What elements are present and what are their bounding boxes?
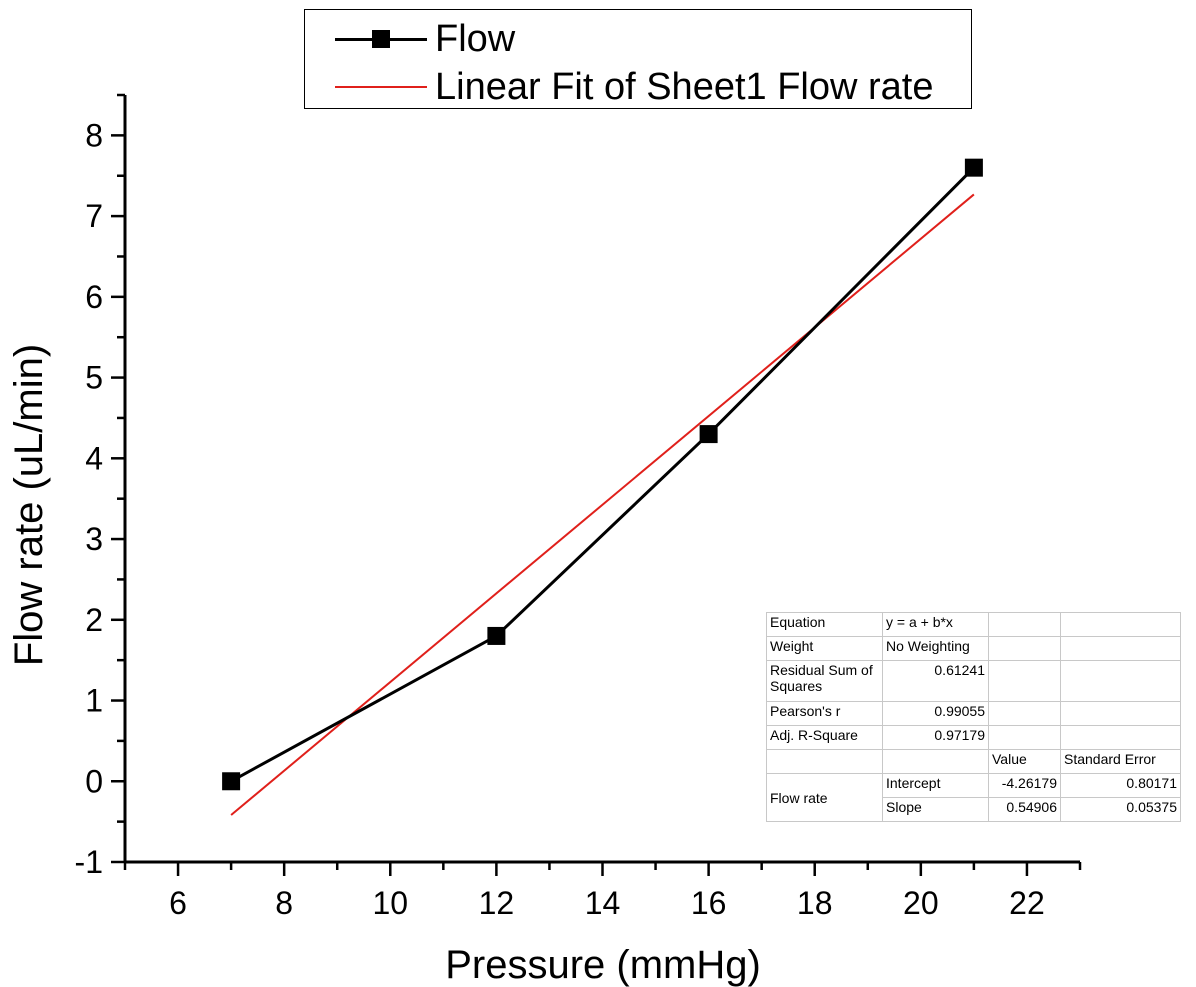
- table-cell: [988, 612, 1061, 637]
- table-cell: 0.54906: [988, 797, 1061, 822]
- y-tick-label: 5: [85, 360, 103, 396]
- x-tick-label: 20: [903, 885, 939, 921]
- table-cell: Adj. R-Square: [766, 725, 883, 750]
- y-tick-label: 0: [85, 763, 103, 799]
- legend: Flow Linear Fit of Sheet1 Flow rate: [304, 9, 972, 109]
- table-cell: Weight: [766, 636, 883, 661]
- table-cell: [766, 749, 883, 774]
- table-cell: [988, 660, 1061, 702]
- table-cell: Standard Error: [1060, 749, 1181, 774]
- table-cell: No Weighting: [882, 636, 989, 661]
- table-cell: Residual Sum of Squares: [766, 660, 883, 702]
- fit-line: [230, 193, 975, 816]
- x-tick-label: 12: [479, 885, 515, 921]
- table-cell: [1060, 701, 1181, 726]
- table-row: Value Standard Error: [766, 749, 1181, 774]
- table-cell: y = a + b*x: [882, 612, 989, 637]
- y-tick-label: 1: [85, 683, 103, 719]
- table-cell: [988, 701, 1061, 726]
- table-row: Equation y = a + b*x: [766, 612, 1181, 637]
- table-row: Adj. R-Square 0.97179: [766, 725, 1181, 750]
- table-cell: [1060, 725, 1181, 750]
- table-cell: Flow rate: [766, 773, 883, 822]
- x-tick-label: 22: [1009, 885, 1045, 921]
- table-cell: [1060, 636, 1181, 661]
- table-row: Residual Sum of Squares 0.61241: [766, 660, 1181, 702]
- flow-data-point: [487, 626, 506, 645]
- table-row: Flow rate Intercept -4.26179 0.80171: [766, 773, 1181, 822]
- x-tick-label: 6: [169, 885, 187, 921]
- table-row: Slope 0.54906 0.05375: [767, 797, 1181, 822]
- legend-label-flow: Flow: [435, 17, 516, 60]
- table-row: Pearson's r 0.99055: [766, 701, 1181, 726]
- fit-statistics-table: Equation y = a + b*x Weight No Weighting…: [766, 612, 1181, 822]
- legend-item-linear-fit: Linear Fit of Sheet1 Flow rate: [305, 64, 933, 110]
- y-axis-label: Flow rate (uL/min): [7, 344, 51, 666]
- table-cell: 0.80171: [1060, 773, 1181, 798]
- table-cell: [1060, 660, 1181, 702]
- table-row: Weight No Weighting: [766, 636, 1181, 661]
- y-tick-label: -1: [75, 844, 103, 880]
- table-cell: Pearson's r: [766, 701, 883, 726]
- series-layer: [222, 158, 983, 816]
- legend-label-linear-fit: Linear Fit of Sheet1 Flow rate: [435, 65, 934, 108]
- legend-item-flow: Flow: [305, 16, 515, 62]
- y-tick-label: 4: [85, 440, 103, 476]
- y-tick-label: 3: [85, 521, 103, 557]
- table-cell: Slope: [882, 797, 989, 822]
- x-tick-label: 10: [372, 885, 408, 921]
- table-cell: 0.97179: [882, 725, 989, 750]
- table-cell: Value: [988, 749, 1061, 774]
- table-cell: 0.61241: [882, 660, 989, 702]
- x-tick-label: 8: [275, 885, 293, 921]
- y-tick-label: 7: [85, 198, 103, 234]
- table-cell: [1060, 612, 1181, 637]
- x-tick-label: 14: [585, 885, 621, 921]
- table-cell: Equation: [766, 612, 883, 637]
- flow-data-point: [222, 772, 241, 791]
- y-tick-label: 6: [85, 279, 103, 315]
- table-cell: [988, 636, 1061, 661]
- x-tick-label: 18: [797, 885, 833, 921]
- x-axis-label: Pressure (mmHg): [445, 943, 761, 987]
- table-cell: -4.26179: [988, 773, 1061, 798]
- y-tick-label: 2: [85, 602, 103, 638]
- flow-series-line: [230, 166, 975, 783]
- y-tick-label: 8: [85, 117, 103, 153]
- legend-swatch-linear-fit: [335, 64, 427, 110]
- table-cell: 0.05375: [1060, 797, 1181, 822]
- flow-data-point: [699, 425, 718, 444]
- table-cell: Intercept: [882, 773, 989, 798]
- table-cell: 0.99055: [882, 701, 989, 726]
- flow-data-point: [964, 158, 983, 177]
- table-cell: [882, 749, 989, 774]
- table-cell: [988, 725, 1061, 750]
- legend-swatch-flow: [335, 16, 427, 62]
- x-tick-label: 16: [691, 885, 727, 921]
